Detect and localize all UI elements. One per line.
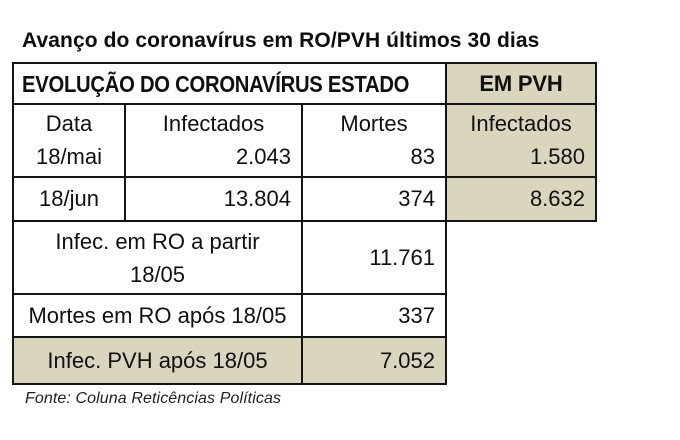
summary-label-mortes-ro: Mortes em RO após 18/05 [14, 295, 301, 336]
pvh-col-infectados-with-18mai: Infectados 1.580 [447, 105, 595, 176]
value-18mai-data: 18/mai [35, 143, 103, 169]
summary-label-infec-ro-text: Infec. em RO a partir 18/05 [55, 228, 260, 287]
col-header-mortes: Mortes [340, 111, 408, 137]
col-header-infectados: Infectados [162, 111, 265, 137]
value-18jun-mortes: 374 [303, 178, 445, 220]
col-data-with-18mai: Data 18/mai [14, 105, 124, 176]
page-title: Avanço do coronavírus em RO/PVH últimos … [22, 29, 540, 52]
summary-label-infec-ro: Infec. em RO a partir 18/05 [14, 222, 301, 293]
col-header-data: Data [45, 111, 93, 137]
pvh-value-18jun: 8.632 [447, 178, 595, 220]
summary-label-infec-pvh: Infec. PVH após 18/05 [14, 338, 301, 383]
value-18jun-infectados: 13.804 [126, 178, 301, 220]
pvh-value-18mai: 1.580 [529, 143, 585, 169]
summary-value-infec-pvh: 7.052 [303, 338, 445, 383]
pvh-table-header-cell: EM PVH [447, 64, 595, 103]
value-18jun-data: 18/jun [14, 178, 124, 220]
value-18mai-mortes: 83 [410, 143, 435, 169]
pvh-table: EM PVH Infectados 1.580 8.632 [447, 62, 597, 222]
summary-value-infec-ro: 11.761 [303, 222, 445, 293]
value-18mai-infectados: 2.043 [235, 143, 291, 169]
pvh-table-header-label: EM PVH [479, 70, 563, 96]
pvh-col-header-infectados: Infectados [470, 111, 572, 137]
col-infectados-with-18mai: Infectados 2.043 [126, 105, 301, 176]
state-table-header-cell: EVOLUÇÃO DO CORONAVÍRUS ESTADO [14, 64, 445, 103]
col-mortes-with-18mai: Mortes 83 [303, 105, 445, 176]
summary-value-mortes-ro: 337 [303, 295, 445, 336]
source-note: Fonte: Coluna Reticências Políticas [25, 390, 282, 407]
state-table-header-label: EVOLUÇÃO DO CORONAVÍRUS ESTADO [22, 70, 410, 97]
state-table: EVOLUÇÃO DO CORONAVÍRUS ESTADO Data 18/m… [12, 62, 447, 385]
